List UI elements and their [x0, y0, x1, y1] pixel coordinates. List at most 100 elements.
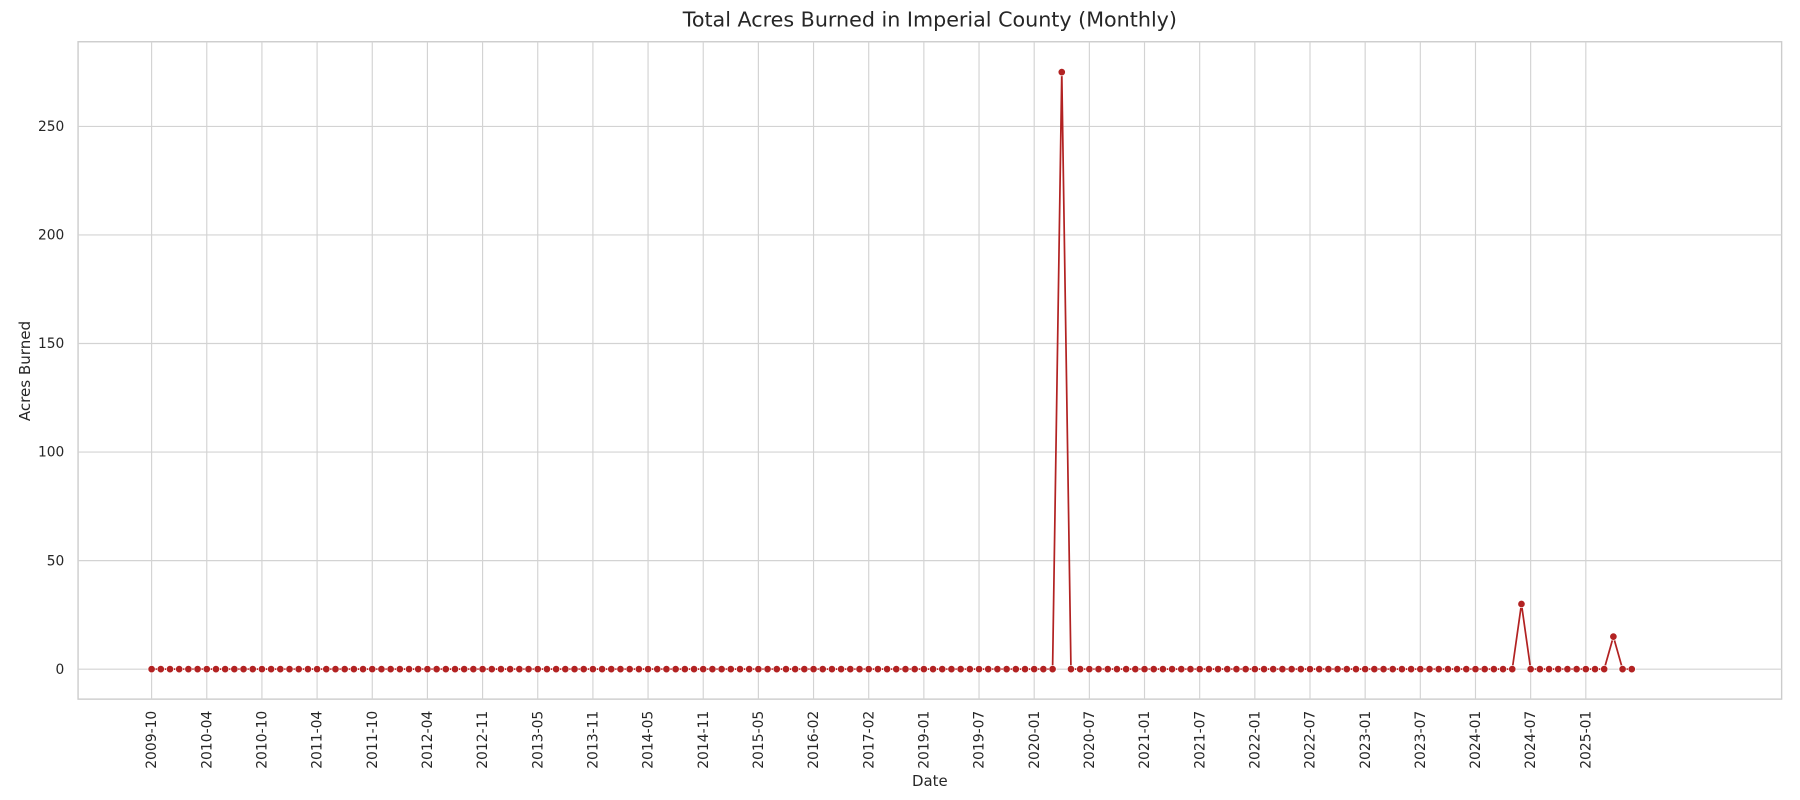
- point: [671, 665, 680, 674]
- point: [1407, 665, 1416, 674]
- point: [496, 665, 505, 674]
- y-tick-label: 200: [38, 228, 64, 244]
- x-tick-label: 2012-11: [475, 711, 491, 769]
- point: [717, 665, 726, 674]
- x-tick-label: 2013-11: [586, 711, 602, 769]
- point: [313, 665, 322, 674]
- point: [1453, 665, 1462, 674]
- point: [1526, 665, 1535, 674]
- x-tick-label: 2011-04: [310, 711, 326, 769]
- point: [579, 665, 588, 674]
- point: [552, 665, 561, 674]
- y-tick-label: 250: [38, 119, 64, 135]
- point: [1103, 665, 1112, 674]
- y-tick-label: 50: [47, 553, 65, 569]
- point: [1122, 665, 1131, 674]
- point: [1278, 665, 1287, 674]
- point: [1397, 665, 1406, 674]
- x-tick-label: 2021-01: [1137, 711, 1153, 769]
- point: [855, 665, 864, 674]
- point: [662, 665, 671, 674]
- point: [524, 665, 533, 674]
- point: [1351, 665, 1360, 674]
- point: [607, 665, 616, 674]
- point: [340, 665, 349, 674]
- point: [965, 665, 974, 674]
- point: [405, 665, 414, 674]
- point: [910, 665, 919, 674]
- point: [211, 665, 220, 674]
- point: [1609, 632, 1618, 641]
- point: [432, 665, 441, 674]
- point: [1250, 665, 1259, 674]
- point: [1269, 665, 1278, 674]
- point: [414, 665, 423, 674]
- point: [368, 665, 377, 674]
- point: [1241, 665, 1250, 674]
- point: [809, 665, 818, 674]
- point: [883, 665, 892, 674]
- point: [690, 665, 699, 674]
- point: [1002, 665, 1011, 674]
- point: [772, 665, 781, 674]
- point: [827, 665, 836, 674]
- point: [1489, 665, 1498, 674]
- point: [1168, 665, 1177, 674]
- point: [1462, 665, 1471, 674]
- point: [873, 665, 882, 674]
- point: [1545, 665, 1554, 674]
- point: [1618, 665, 1627, 674]
- point: [184, 665, 193, 674]
- point: [267, 665, 276, 674]
- x-tick-label: 2017-02: [861, 711, 877, 769]
- point: [800, 665, 809, 674]
- point: [331, 665, 340, 674]
- point: [285, 665, 294, 674]
- x-tick-label: 2022-07: [1303, 711, 1319, 769]
- x-tick-label: 2024-07: [1523, 711, 1539, 769]
- point: [644, 665, 653, 674]
- point: [975, 665, 984, 674]
- point: [1581, 665, 1590, 674]
- point: [763, 665, 772, 674]
- point: [1425, 665, 1434, 674]
- point: [634, 665, 643, 674]
- point: [1333, 665, 1342, 674]
- point: [1214, 665, 1223, 674]
- point: [303, 665, 312, 674]
- point: [1535, 665, 1544, 674]
- point: [359, 665, 368, 674]
- y-tick-label: 100: [38, 445, 64, 461]
- point: [901, 665, 910, 674]
- point: [294, 665, 303, 674]
- point: [1361, 665, 1370, 674]
- point: [515, 665, 524, 674]
- point: [156, 665, 165, 674]
- point: [423, 665, 432, 674]
- point: [1434, 665, 1443, 674]
- point: [726, 665, 735, 674]
- point: [542, 665, 551, 674]
- x-tick-label: 2012-04: [420, 711, 436, 769]
- point: [570, 665, 579, 674]
- point: [1048, 665, 1057, 674]
- point: [1370, 665, 1379, 674]
- point: [929, 665, 938, 674]
- point: [1508, 665, 1517, 674]
- x-tick-label: 2020-01: [1027, 711, 1043, 769]
- point: [377, 665, 386, 674]
- point: [1177, 665, 1186, 674]
- point: [248, 665, 257, 674]
- point: [735, 665, 745, 674]
- point: [1627, 665, 1636, 674]
- x-tick-label: 2011-10: [365, 711, 381, 769]
- point: [1030, 665, 1039, 674]
- point: [1305, 665, 1315, 674]
- point: [1315, 665, 1324, 674]
- point: [533, 665, 542, 674]
- x-tick-label: 2014-05: [641, 711, 657, 769]
- x-tick-label: 2025-01: [1578, 711, 1594, 769]
- point: [699, 665, 708, 674]
- point: [469, 665, 478, 674]
